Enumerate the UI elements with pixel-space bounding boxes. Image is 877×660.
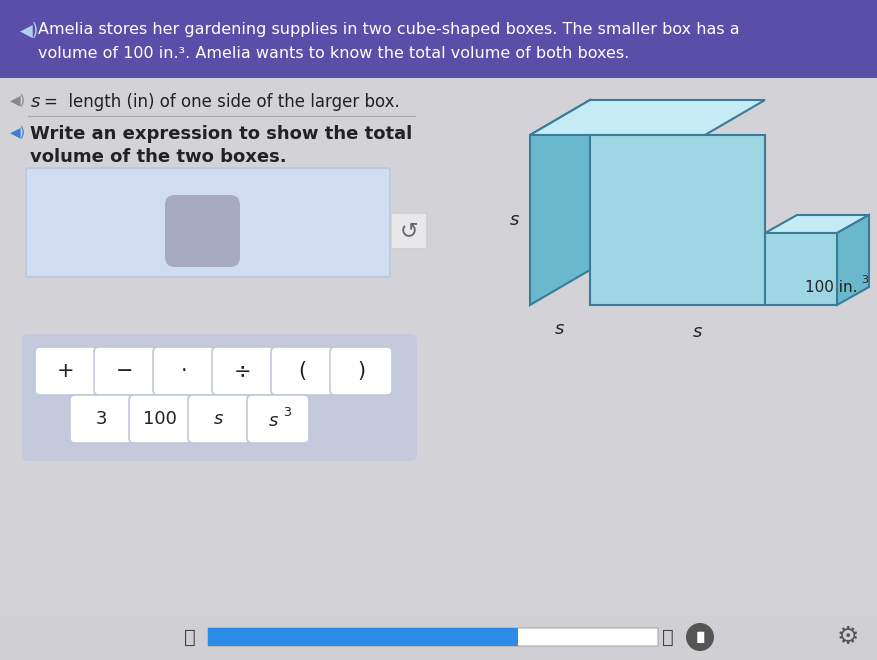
Polygon shape [530, 100, 589, 305]
Text: ⏮: ⏮ [184, 628, 196, 647]
Polygon shape [836, 215, 868, 305]
FancyBboxPatch shape [22, 334, 417, 461]
Text: 100 in.: 100 in. [804, 279, 856, 294]
Text: $s$: $s$ [554, 320, 565, 338]
Text: $s$: $s$ [691, 323, 702, 341]
FancyBboxPatch shape [26, 168, 389, 277]
Text: $s$: $s$ [213, 410, 225, 428]
Text: =  length (in) of one side of the larger box.: = length (in) of one side of the larger … [44, 93, 399, 111]
Polygon shape [764, 215, 868, 233]
FancyBboxPatch shape [188, 395, 250, 443]
Bar [0, 0, 877, 78]
Text: ÷: ÷ [234, 361, 252, 381]
FancyBboxPatch shape [211, 347, 274, 395]
FancyBboxPatch shape [35, 347, 96, 395]
FancyBboxPatch shape [165, 195, 239, 267]
Text: −: − [116, 361, 133, 381]
Text: Write an expression to show the total: Write an expression to show the total [30, 125, 412, 143]
Text: +: + [57, 361, 75, 381]
FancyBboxPatch shape [153, 347, 215, 395]
Text: ⚙: ⚙ [836, 625, 859, 649]
FancyBboxPatch shape [390, 213, 426, 249]
Ellipse shape [685, 623, 713, 651]
FancyBboxPatch shape [129, 395, 191, 443]
FancyBboxPatch shape [70, 395, 132, 443]
Text: (: ( [297, 361, 306, 381]
Text: volume of the two boxes.: volume of the two boxes. [30, 148, 286, 166]
FancyBboxPatch shape [246, 395, 309, 443]
Text: ): ) [357, 361, 365, 381]
Text: ↺: ↺ [399, 221, 417, 241]
Text: ◀): ◀) [10, 93, 26, 107]
Text: 100: 100 [143, 410, 177, 428]
Bar [0, 615, 877, 660]
Text: 3: 3 [282, 405, 290, 418]
FancyBboxPatch shape [271, 347, 332, 395]
Text: ▐: ▐ [692, 632, 701, 643]
Text: ◀): ◀) [10, 125, 26, 139]
Polygon shape [589, 135, 764, 305]
Text: $s$: $s$ [268, 412, 279, 430]
FancyBboxPatch shape [94, 347, 156, 395]
Text: ◀): ◀) [20, 22, 39, 40]
Text: ▌: ▌ [698, 632, 707, 643]
Text: Amelia stores her gardening supplies in two cube-shaped boxes. The smaller box h: Amelia stores her gardening supplies in … [38, 22, 738, 37]
Text: 3: 3 [860, 275, 867, 285]
Polygon shape [530, 100, 764, 135]
FancyBboxPatch shape [208, 628, 517, 646]
Text: 3: 3 [95, 410, 107, 428]
Text: $s$: $s$ [30, 93, 41, 111]
FancyBboxPatch shape [208, 628, 657, 646]
Text: ·: · [181, 361, 187, 381]
Text: $s$: $s$ [509, 211, 519, 229]
Polygon shape [764, 233, 836, 305]
Text: ⏭: ⏭ [661, 628, 674, 647]
FancyBboxPatch shape [330, 347, 391, 395]
Text: volume of 100 in.³. Amelia wants to know the total volume of both boxes.: volume of 100 in.³. Amelia wants to know… [38, 46, 629, 61]
